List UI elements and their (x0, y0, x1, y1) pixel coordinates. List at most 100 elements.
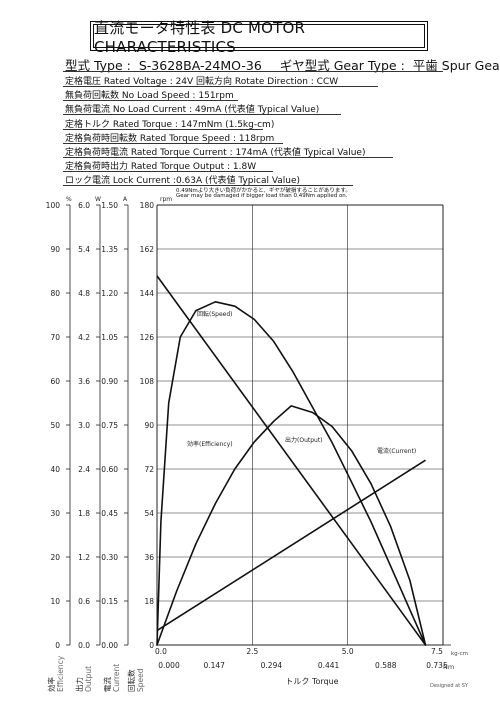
x-tick-label-nm: 0.735 (426, 661, 448, 670)
efficiency-tick-label: 30 (50, 509, 60, 518)
spec-row: 定格負荷時電流 Rated Torque Current : 174mA (代表… (65, 148, 366, 158)
efficiency-curve (156, 301, 427, 646)
output-unit: W (95, 196, 101, 203)
current-tick-label: 0.00 (101, 641, 118, 650)
gear-value: 平歯 Spur Gear (412, 58, 500, 73)
type-label: 型式 Type : (65, 58, 131, 73)
speed-label-jp: 回転数 (126, 669, 136, 692)
x-tick-label-nm: 0.294 (261, 661, 283, 670)
speed-tick-label: 54 (144, 509, 154, 518)
current-tick-label: 0.15 (101, 597, 118, 606)
efficiency-tick-label: 90 (50, 245, 60, 254)
current-unit: A (123, 196, 128, 203)
speed-unit: rpm (160, 196, 172, 203)
current-tick-label: 1.20 (101, 289, 118, 298)
output-tick-label: 3.6 (78, 377, 90, 386)
output-tick-label: 5.4 (78, 245, 90, 254)
output-tick-label: 0.6 (78, 597, 90, 606)
efficiency-tick-label: 70 (50, 333, 60, 342)
current-label-en: Current (112, 664, 121, 692)
efficiency-unit: % (66, 196, 72, 203)
spec-row: 定格負荷時出力 Rated Torque Output : 1.8W (65, 162, 257, 173)
efficiency-tick-label: 50 (50, 421, 60, 430)
speed-tick-label: 18 (144, 597, 154, 606)
x-tick-label-nm: 0.000 (158, 661, 180, 670)
speed-tick-label: 162 (140, 245, 155, 254)
efficiency-label-jp: 効率 (46, 677, 56, 692)
spec-underline (63, 142, 283, 144)
current-tick-label: 0.45 (101, 509, 118, 518)
model-underline (63, 71, 443, 72)
type-value: S-3628BA-24MO-36 (138, 58, 262, 73)
current-label-jp: 電流 (102, 677, 112, 692)
speed-label-en: Speed (136, 668, 145, 692)
current-tick-label: 0.60 (101, 465, 118, 474)
spec-underline (63, 100, 238, 102)
x-tick-label-nm: 0.147 (203, 661, 225, 670)
spec-underline (63, 171, 273, 173)
x-tick-label-kgcm: 0.0 (155, 647, 167, 656)
speed-tick-label: 36 (144, 553, 154, 562)
output-tick-label: 0.0 (78, 641, 90, 650)
spec-underline (63, 86, 378, 87)
output-tick-label: 1.8 (78, 509, 90, 518)
speed-curve (156, 275, 427, 646)
current-tick-label: 1.35 (101, 245, 118, 254)
speed-tick-label: 108 (140, 377, 155, 386)
output-tick-label: 6.0 (78, 201, 90, 210)
speed-tick-label: 126 (140, 333, 155, 342)
efficiency-tick-label: 60 (50, 377, 60, 386)
speed-tick-label: 180 (140, 201, 155, 210)
current-tick-label: 0.90 (101, 377, 118, 386)
spec-row: 無負荷回転数 No Load Speed : 151rpm (65, 91, 234, 102)
spec-row: 定格電圧 Rated Voltage : 24V 回転方向 Rotate Dir… (65, 77, 339, 87)
current-tick-label: 0.75 (101, 421, 118, 430)
spec-underline (63, 128, 263, 130)
efficiency-tick-label: 40 (50, 465, 60, 474)
efficiency-label-en: Efficiency (56, 655, 65, 692)
warning-jp: 0.49Nmより大きい負荷がかかると、ギヤが破損することがあります。 (176, 188, 351, 194)
efficiency-tick-label: 0 (55, 641, 60, 650)
efficiency-tick-label: 80 (50, 289, 60, 298)
efficiency-tick-label: 20 (50, 553, 60, 562)
spec-underline (63, 157, 393, 158)
x-tick-label-kgcm: 7.5 (431, 647, 443, 656)
output-tick-label: 3.0 (78, 421, 90, 430)
warning-en: Gear may be damaged if bigger load than … (176, 193, 348, 199)
model-line: 型式 Type : S-3628BA-24MO-36 ギヤ型式 Gear Typ… (65, 55, 500, 74)
x-tick-label-kgcm: 5.0 (342, 647, 354, 656)
speed-tick-label: 0 (149, 641, 154, 650)
speed-tick-label: 144 (140, 289, 155, 298)
spec-row: ロック電流 Lock Current :0.63A (代表値 Typical V… (65, 176, 301, 187)
output-tick-label: 4.2 (78, 333, 90, 342)
x-axis-label: トルク Torque (285, 677, 338, 686)
signature: Designed at SY (430, 683, 468, 689)
spec-row: 無負荷電流 No Load Current : 49mA (代表値 Typica… (65, 105, 320, 116)
x-tick-label-kgcm: 2.5 (246, 647, 258, 656)
gear-label: ギヤ型式 Gear Type : (279, 58, 405, 73)
speed-tick-label: 72 (144, 465, 154, 474)
spec-underline (63, 185, 353, 187)
efficiency-tick-label: 10 (50, 597, 60, 606)
output-label-jp: 出力 (74, 677, 84, 692)
efficiency-tick-label: 100 (46, 201, 61, 210)
current-curve-label: 電流(Current) (377, 447, 416, 455)
x-unit-nm: Nm (443, 663, 454, 671)
speed-curve-label: 回転(Speed) (197, 310, 233, 318)
x-unit-kgcm: kg-cm (451, 651, 468, 657)
output-curve-label: 出力(Output) (285, 436, 323, 444)
spec-row: 定格負荷時回転数 Rated Torque Speed : 118rpm (65, 133, 275, 144)
current-tick-label: 1.50 (101, 201, 118, 210)
spec-row: 定格トルク Rated Torque : 147mNm (1.5kg-cm) (65, 119, 275, 130)
efficiency-curve-label: 効率(Efficiency) (187, 440, 233, 448)
current-tick-label: 1.05 (101, 333, 118, 342)
output-tick-label: 1.2 (78, 553, 90, 562)
output-tick-label: 2.4 (78, 465, 90, 474)
spec-underline (63, 114, 341, 116)
current-curve (156, 459, 426, 632)
output-tick-label: 4.8 (78, 289, 90, 298)
x-tick-label-nm: 0.588 (375, 661, 397, 670)
speed-tick-label: 90 (144, 421, 154, 430)
output-curve (156, 405, 427, 646)
output-label-en: Output (84, 666, 93, 692)
